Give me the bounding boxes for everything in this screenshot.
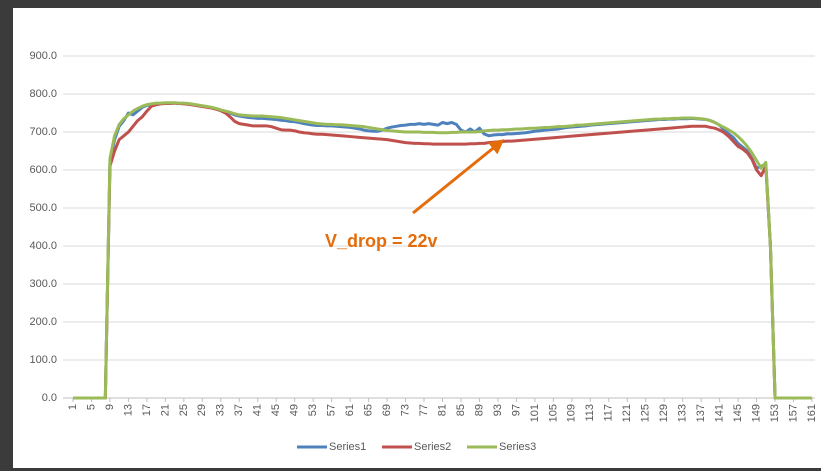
x-tick-label: 29 <box>196 404 208 416</box>
x-tick-label: 113 <box>584 404 596 422</box>
x-tick-label: 133 <box>677 404 689 422</box>
x-tick-label: 81 <box>436 404 448 416</box>
x-tick-label: 85 <box>455 404 467 416</box>
x-tick-label: 141 <box>714 404 726 422</box>
chart-background <box>13 8 821 468</box>
y-tick-label: 600.0 <box>29 164 57 176</box>
x-tick-label: 61 <box>344 404 356 416</box>
x-tick-label: 65 <box>363 404 375 416</box>
x-tick-label: 129 <box>658 404 670 422</box>
x-tick-label: 49 <box>289 404 301 416</box>
x-tick-label: 21 <box>159 404 171 416</box>
x-tick-label: 33 <box>215 404 227 416</box>
legend-label: Series3 <box>499 441 536 453</box>
y-tick-label: 200.0 <box>29 316 57 328</box>
x-tick-label: 69 <box>381 404 393 416</box>
x-tick-label: 121 <box>621 404 633 422</box>
legend-label: Series2 <box>414 441 451 453</box>
x-tick-label: 161 <box>806 404 818 422</box>
x-tick-label: 41 <box>252 404 264 416</box>
x-tick-label: 25 <box>178 404 190 416</box>
x-tick-label: 137 <box>695 404 707 422</box>
x-tick-label: 145 <box>732 404 744 422</box>
x-tick-label: 149 <box>750 404 762 422</box>
y-tick-label: 500.0 <box>29 202 57 214</box>
x-tick-label: 77 <box>418 404 430 416</box>
y-tick-label: 900.0 <box>29 50 57 62</box>
x-tick-label: 153 <box>769 404 781 422</box>
x-tick-label: 57 <box>326 404 338 416</box>
x-tick-label: 1 <box>67 404 79 410</box>
x-tick-label: 157 <box>787 404 799 422</box>
series-line <box>73 101 812 400</box>
x-tick-label: 45 <box>270 404 282 416</box>
x-tick-label: 101 <box>529 404 541 422</box>
x-tick-label: 37 <box>233 404 245 416</box>
y-tick-label: 800.0 <box>29 88 57 100</box>
legend-label: Series1 <box>329 441 366 453</box>
x-tick-label: 93 <box>492 404 504 416</box>
x-tick-label: 109 <box>566 404 578 422</box>
x-tick-label: 53 <box>307 404 319 416</box>
x-tick-label: 9 <box>104 404 116 410</box>
x-tick-label: 125 <box>640 404 652 422</box>
x-tick-label: 117 <box>603 404 615 422</box>
x-tick-label: 5 <box>85 404 97 410</box>
x-tick-label: 17 <box>141 404 153 416</box>
x-tick-label: 105 <box>547 404 559 422</box>
annotation: V_drop = 22v <box>325 231 438 251</box>
y-tick-label: 100.0 <box>29 354 57 366</box>
x-tick-label: 89 <box>473 404 485 416</box>
y-tick-label: 700.0 <box>29 126 57 138</box>
y-tick-label: 0.0 <box>42 392 57 404</box>
y-tick-label: 300.0 <box>29 278 57 290</box>
x-tick-label: 13 <box>122 404 134 416</box>
x-tick-label: 97 <box>510 404 522 416</box>
y-tick-label: 400.0 <box>29 240 57 252</box>
annotation-arrow <box>412 139 505 215</box>
x-tick-label: 73 <box>399 404 411 416</box>
